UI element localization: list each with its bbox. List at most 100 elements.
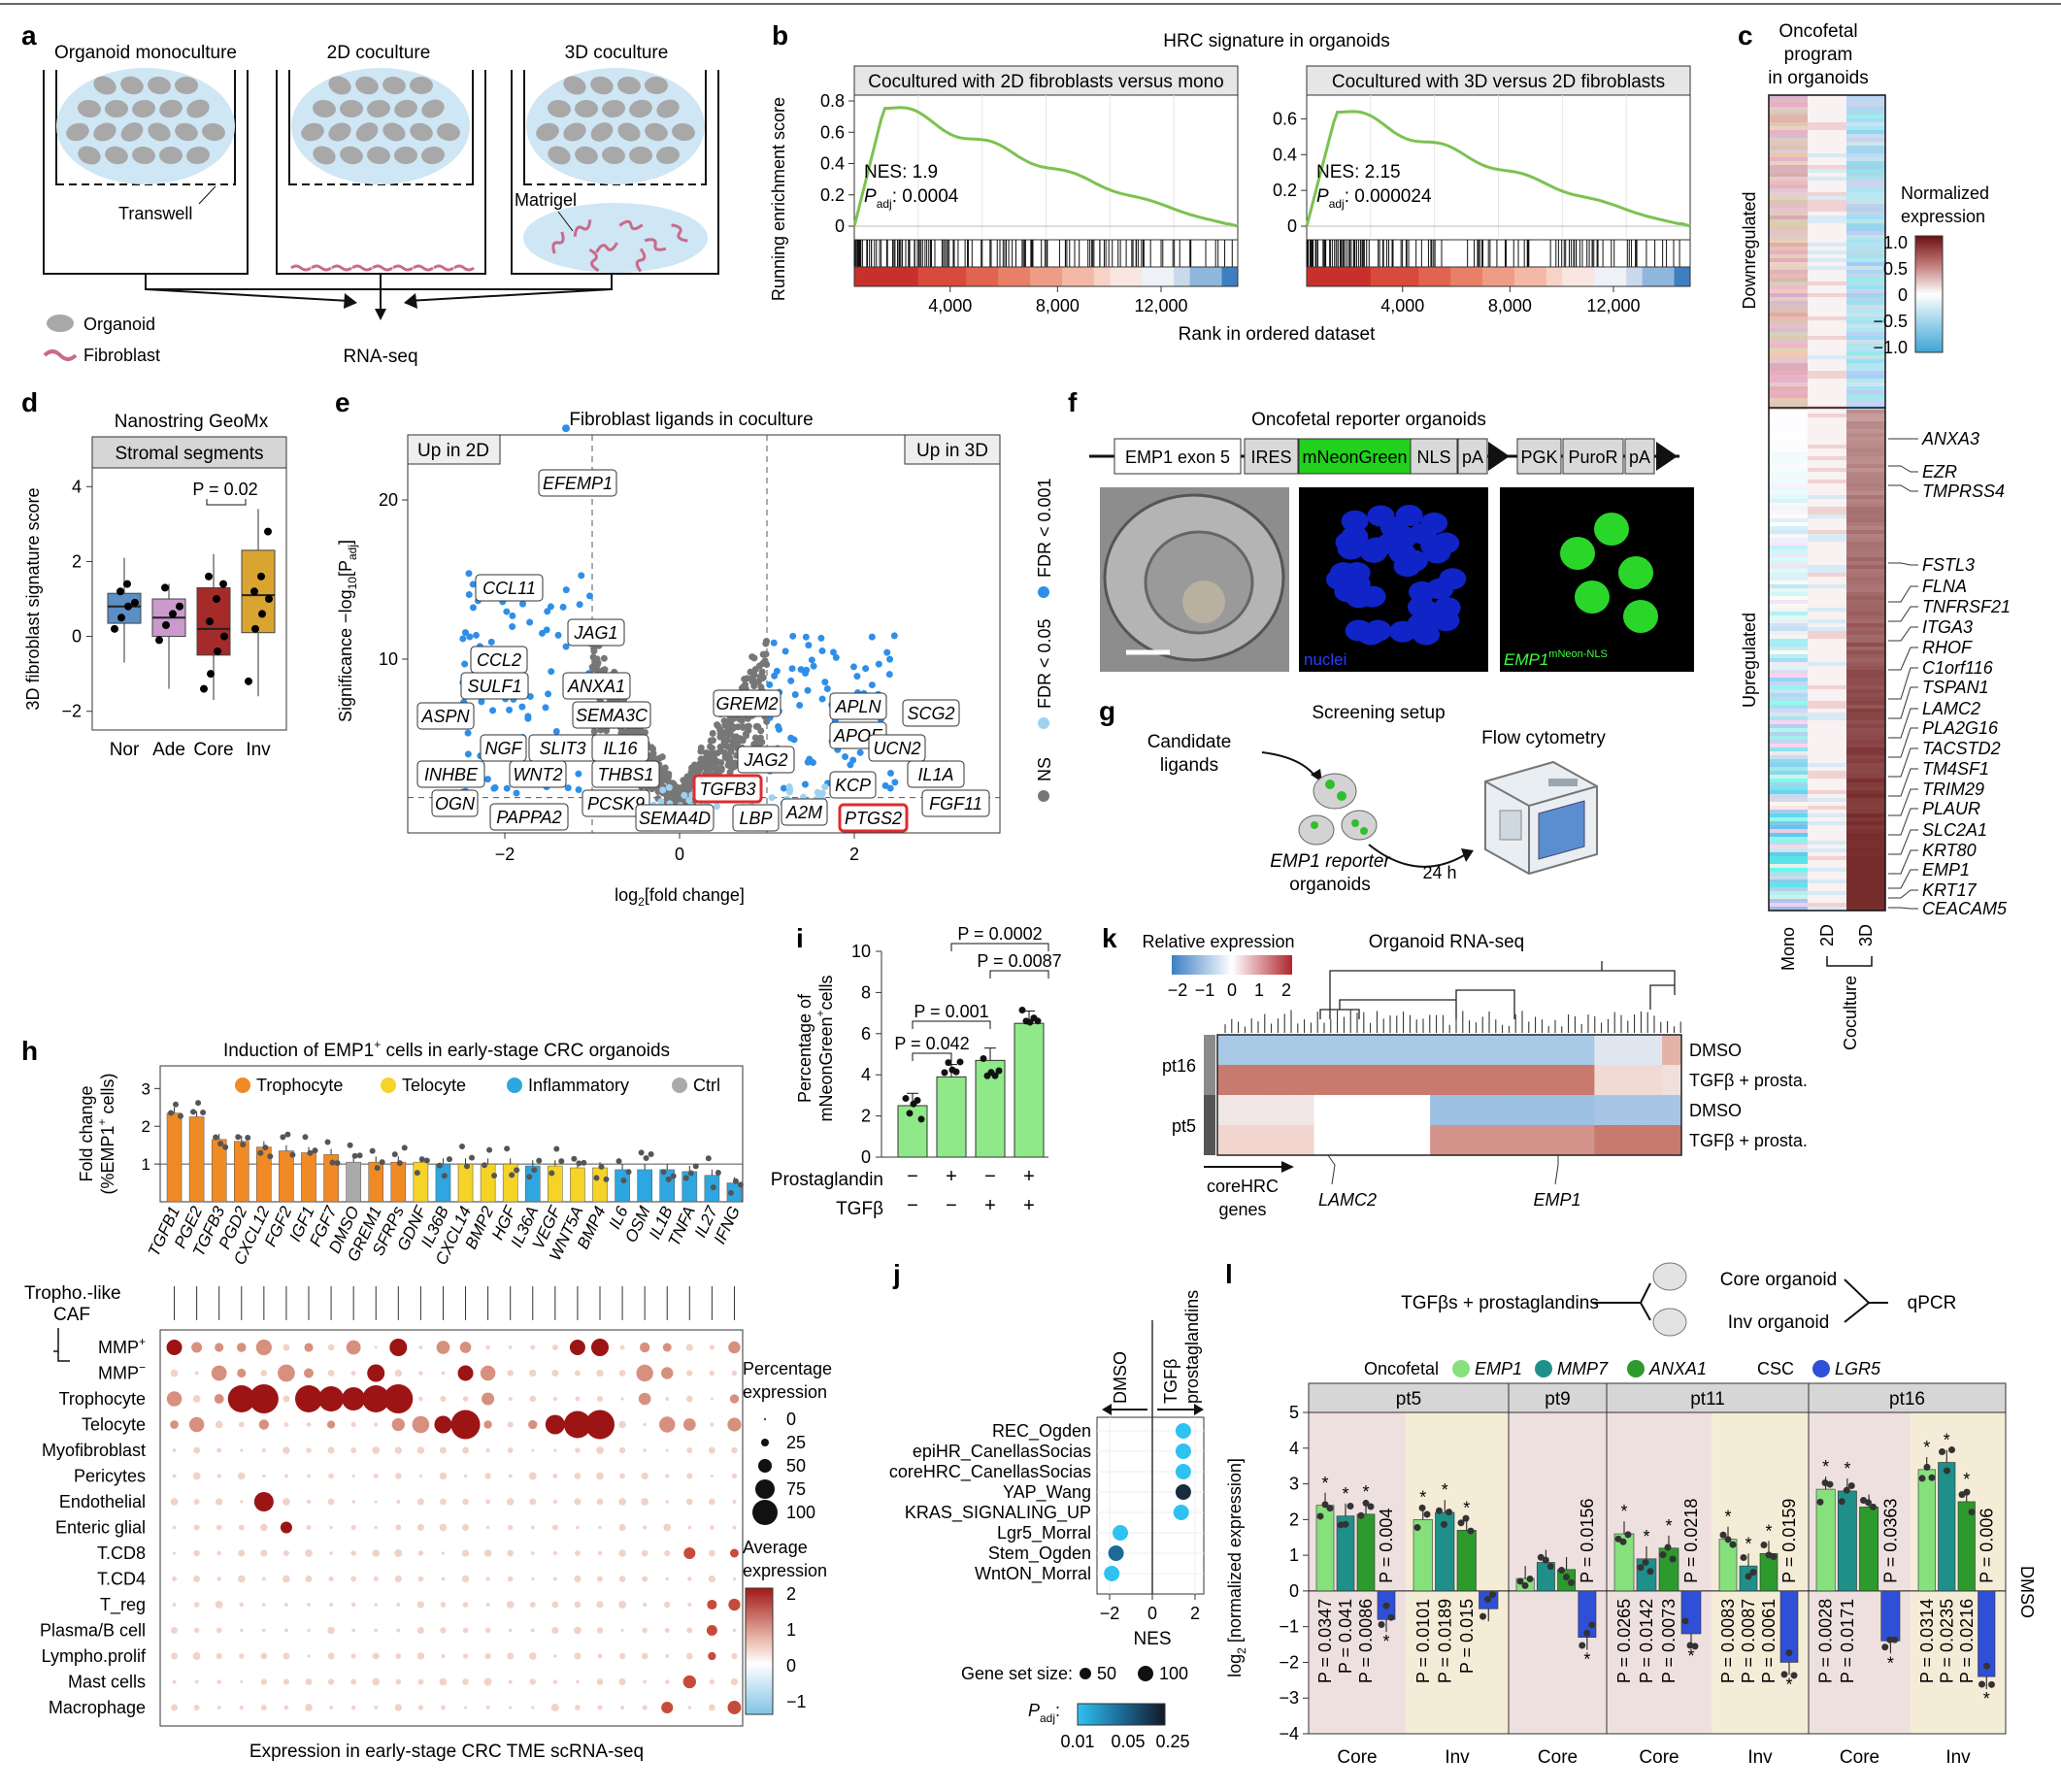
svg-text:3: 3	[142, 1079, 150, 1098]
dot	[509, 1706, 513, 1709]
data-point	[176, 602, 183, 611]
dot	[485, 1499, 491, 1505]
dot	[710, 1397, 714, 1401]
dot	[307, 1628, 311, 1633]
dot	[216, 1498, 223, 1506]
l-ylabel: log2 [normalized expression]	[1225, 1458, 1248, 1677]
svg-text:10: 10	[379, 649, 398, 669]
dot	[327, 1344, 335, 1351]
c-downregulated: Downregulated	[1740, 191, 1759, 309]
svg-text:Inv: Inv	[1747, 1747, 1773, 1768]
gene-label: FLNA	[1922, 577, 1967, 596]
dot	[193, 1575, 201, 1583]
dot	[706, 1624, 717, 1637]
k-color-legend	[1172, 955, 1292, 975]
l-bar	[1356, 1513, 1376, 1592]
svg-text:DMSO: DMSO	[1111, 1351, 1130, 1404]
data-point	[124, 602, 132, 611]
gene-label: KRT17	[1922, 880, 1978, 900]
dot	[665, 1500, 669, 1504]
dot	[730, 1677, 739, 1686]
dot	[416, 1523, 424, 1532]
dot-row-label: T.CD4	[97, 1570, 146, 1589]
bar-OSM	[637, 1169, 652, 1203]
gene-label: CEACAM5	[1922, 899, 2008, 918]
data-point	[219, 580, 227, 588]
c-col-3d: 3D	[1856, 924, 1876, 946]
dot	[687, 1706, 692, 1709]
dot	[727, 1417, 742, 1432]
dot	[307, 1474, 311, 1478]
dot	[227, 1385, 255, 1412]
dot	[441, 1371, 446, 1376]
ligand-label: IL16	[603, 739, 638, 758]
svg-text:−: −	[907, 1166, 918, 1187]
dot	[351, 1628, 356, 1633]
dot	[683, 1546, 696, 1560]
svg-text:P = 0.0002: P = 0.0002	[957, 924, 1042, 944]
dot	[238, 1524, 245, 1531]
svg-text:*: *	[1463, 1498, 1470, 1517]
gsea-header-2: Cocultured with 3D versus 2D fibroblasts	[1332, 72, 1665, 92]
e-volcano: −2 0 2 20 10 Up in 2D Up in 3D FDR < 0.001 FDR <…	[379, 424, 1054, 864]
svg-text:*: *	[1963, 1470, 1970, 1489]
dot	[395, 1473, 402, 1479]
svg-text:*: *	[1382, 1632, 1389, 1651]
dot	[659, 1416, 676, 1433]
dot	[417, 1576, 424, 1582]
dot	[574, 1498, 582, 1506]
dot	[507, 1652, 515, 1660]
dot	[216, 1679, 221, 1684]
dot	[350, 1524, 356, 1531]
dot	[530, 1551, 535, 1555]
svg-text:8,000: 8,000	[1488, 296, 1532, 315]
mneon-image	[1500, 487, 1694, 672]
dot	[641, 1498, 649, 1506]
svg-text:P = 0.0087: P = 0.0087	[1739, 1599, 1758, 1683]
svg-text:−0.5: −0.5	[1873, 312, 1908, 331]
svg-text:50: 50	[786, 1456, 806, 1476]
svg-text:−3: −3	[1279, 1688, 1299, 1708]
dot	[374, 1500, 378, 1504]
dot-row-label: Endothelial	[59, 1492, 146, 1511]
dot	[728, 1341, 741, 1354]
dot	[731, 1370, 738, 1377]
gene-set-label: Stem_Ogden	[988, 1543, 1091, 1564]
svg-text:P = 0.015: P = 0.015	[1457, 1599, 1477, 1674]
dot	[506, 1601, 515, 1609]
dot	[731, 1446, 738, 1454]
enrichment-curve	[1305, 110, 1691, 228]
dot	[193, 1602, 200, 1608]
dot	[215, 1343, 224, 1352]
svg-text:NES: 1.9: NES: 1.9	[864, 162, 938, 183]
svg-text:+: +	[1023, 1195, 1035, 1216]
dot	[239, 1602, 245, 1608]
panel-e: e Fibroblast ligands in coculture −2 0 2 20…	[335, 387, 1054, 909]
dot	[529, 1601, 536, 1609]
ligand-label: GREM2	[715, 694, 778, 713]
l-bar	[1917, 1469, 1936, 1592]
svg-text:4: 4	[861, 1065, 871, 1084]
svg-text:Core: Core	[1639, 1747, 1679, 1768]
dot	[350, 1421, 356, 1428]
dot	[643, 1422, 647, 1427]
dot	[295, 1385, 322, 1412]
dot	[216, 1474, 221, 1478]
dot	[682, 1418, 696, 1431]
h-trophocaf-1: Tropho.-like	[24, 1283, 121, 1304]
gene-label: TNFRSF21	[1922, 597, 2011, 616]
svg-text:P = 0.006: P = 0.006	[1977, 1509, 1996, 1583]
nes-point	[1175, 1484, 1191, 1500]
dot	[372, 1677, 381, 1686]
svg-text:Core: Core	[1337, 1747, 1377, 1768]
dot	[552, 1679, 558, 1684]
dot	[374, 1345, 378, 1349]
dot	[545, 1414, 565, 1435]
dot	[439, 1523, 448, 1532]
svg-text:2: 2	[1190, 1604, 1200, 1623]
g-title: Screening setup	[1312, 703, 1445, 723]
dot	[708, 1446, 715, 1454]
dot	[642, 1576, 648, 1582]
dot	[172, 1525, 177, 1530]
